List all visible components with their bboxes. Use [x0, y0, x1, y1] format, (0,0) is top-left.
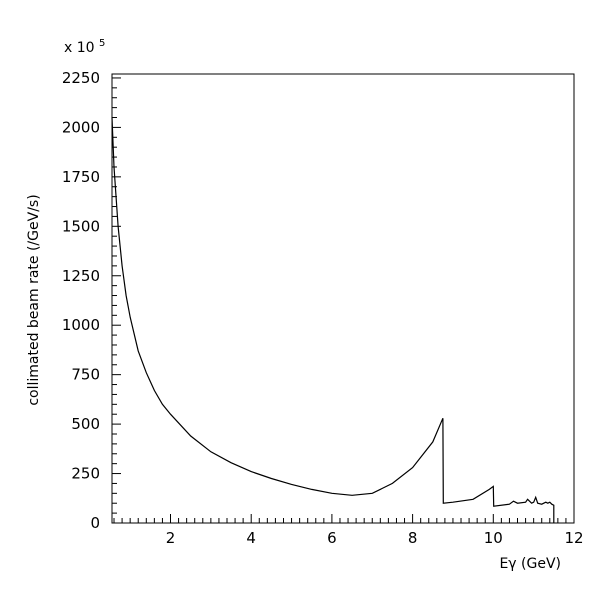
- x-tick-label: 2: [166, 529, 176, 547]
- x-axis-label: Eγ (GeV): [499, 556, 561, 572]
- y-tick-label: 0: [90, 514, 100, 532]
- y-tick-label: 1500: [62, 217, 100, 235]
- x-tick-label: 4: [246, 529, 256, 547]
- y-tick-label: 2250: [62, 69, 100, 87]
- x-tick-label: 6: [327, 529, 337, 547]
- y-tick-label: 250: [71, 465, 100, 483]
- x-tick-label: 10: [484, 529, 503, 547]
- y-scale-prefix: x 10: [64, 40, 95, 56]
- y-scale-exponent: 5: [99, 38, 105, 49]
- x-tick-label: 8: [408, 529, 418, 547]
- y-tick-label: 750: [71, 366, 100, 384]
- y-axis-ticks: 0 250 500 750 1000 1250 1500 1750 2000 2250: [62, 69, 121, 532]
- plot-frame: [111, 73, 575, 524]
- y-tick-label: 1750: [62, 168, 100, 186]
- y-scale-multiplier: x 10 5: [64, 38, 105, 56]
- y-tick-label: 2000: [62, 118, 100, 136]
- y-tick-label: 1250: [62, 267, 100, 285]
- x-axis-ticks: 2 4 6 8 10 12: [113, 514, 584, 547]
- x-tick-label: 12: [564, 529, 583, 547]
- beam-rate-curve: [111, 117, 555, 523]
- plot-area: [111, 73, 575, 524]
- y-tick-label: 500: [71, 415, 100, 433]
- y-axis-label: collimated beam rate (/GeV/s): [26, 194, 42, 405]
- y-tick-label: 1000: [62, 316, 100, 334]
